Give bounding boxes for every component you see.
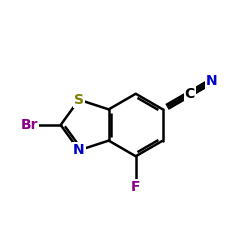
- Text: S: S: [74, 93, 84, 107]
- Text: C: C: [185, 87, 195, 101]
- Text: N: N: [206, 74, 217, 88]
- Text: F: F: [131, 180, 140, 194]
- Text: N: N: [73, 143, 85, 157]
- Text: Br: Br: [21, 118, 38, 132]
